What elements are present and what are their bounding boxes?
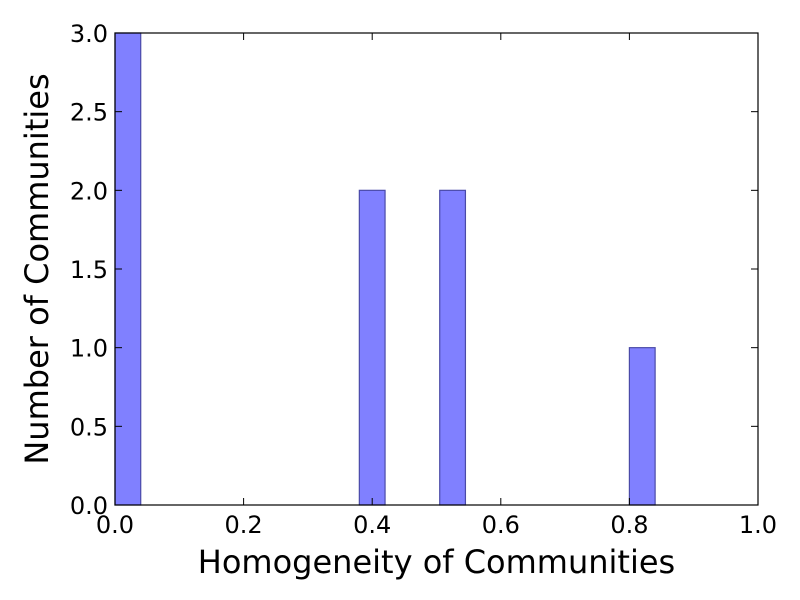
histogram-bar-1: [358, 189, 386, 506]
x-tick-label-5: 1.0: [739, 511, 777, 539]
histogram-bar-3: [628, 347, 656, 506]
x-tick-label-2: 0.4: [353, 511, 391, 539]
y-tick-label-4: 2.0: [70, 177, 108, 205]
y-tick-label-6: 3.0: [70, 20, 108, 48]
y-tick-label-3: 1.5: [70, 256, 108, 284]
histogram-bar-2: [439, 189, 467, 506]
x-tick-label-3: 0.6: [482, 511, 520, 539]
x-tick-label-0: 0.0: [96, 511, 134, 539]
x-tick-label-1: 0.2: [225, 511, 263, 539]
y-tick-label-5: 2.5: [70, 99, 108, 127]
x-tick-label-4: 0.8: [610, 511, 648, 539]
y-tick-label-1: 0.5: [70, 413, 108, 441]
y-tick-label-2: 1.0: [70, 335, 108, 363]
bars-layer: [114, 32, 656, 506]
tick-labels-layer: 0.0 0.2 0.4 0.6 0.8 1.0 0.0 0.5 1.0 1.5 2.0 2.5 3.0: [70, 20, 777, 539]
y-axis-label: Number of Communities: [18, 73, 56, 464]
y-tick-label-0: 0.0: [70, 492, 108, 520]
x-axis-label: Homogeneity of Communities: [198, 543, 675, 581]
ticks-layer: [114, 32, 759, 506]
